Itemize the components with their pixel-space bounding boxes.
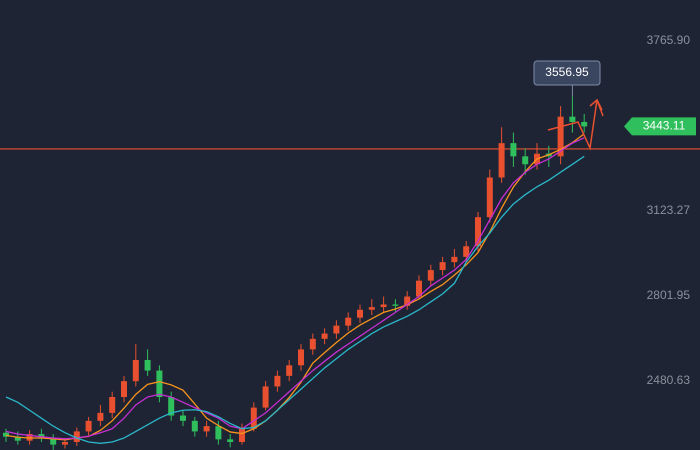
candle-body <box>168 397 175 416</box>
candle-body <box>498 143 505 178</box>
candle-body <box>262 386 269 408</box>
ma-line <box>5 155 585 444</box>
candle-body <box>3 432 9 437</box>
candle-body <box>274 375 281 387</box>
candle-body <box>392 304 399 306</box>
candle-body <box>109 397 116 413</box>
candle-body <box>73 431 80 442</box>
candle-body <box>368 307 375 310</box>
candle-body <box>180 415 186 421</box>
candle-body <box>298 349 304 366</box>
candle-body <box>191 420 198 432</box>
candle-body <box>581 121 588 127</box>
candle-body <box>250 407 257 429</box>
candle-body <box>156 370 163 398</box>
candle-body <box>333 325 340 334</box>
candle-body <box>309 338 316 350</box>
candle-body <box>50 438 57 445</box>
candle-body <box>215 426 222 440</box>
candle-body <box>227 439 234 442</box>
candle-body <box>85 420 92 432</box>
y-tick-label: 3765.90 <box>647 33 691 47</box>
candle-body <box>144 359 151 371</box>
candle-body <box>510 143 517 157</box>
candle-body <box>416 280 422 297</box>
ma-line <box>5 137 585 440</box>
candle-body <box>557 116 564 157</box>
max-callout-box <box>533 60 601 86</box>
candle-body <box>357 309 363 318</box>
candle-body <box>97 412 104 421</box>
candle-body <box>286 365 293 376</box>
arrow-annotation <box>589 98 603 111</box>
candle-body <box>121 381 127 398</box>
candle-body <box>62 441 68 445</box>
candle-body <box>404 296 411 306</box>
candle-body <box>486 177 493 218</box>
candle-body <box>132 359 139 382</box>
candle-body <box>463 246 470 257</box>
candle-body <box>569 116 576 122</box>
y-tick-label: 3123.27 <box>647 203 691 217</box>
y-tick-label: 2801.95 <box>647 288 691 302</box>
price-tag-label: 3443.11 <box>643 119 686 133</box>
candle-body <box>380 304 387 308</box>
candle-body <box>203 426 210 432</box>
candle-body <box>321 333 328 339</box>
candle-body <box>439 262 446 271</box>
candle-body <box>451 256 458 263</box>
candle-body <box>345 317 352 326</box>
candle-body <box>475 217 481 247</box>
candle-body <box>26 434 33 441</box>
y-tick-label: 2480.63 <box>647 373 691 387</box>
candle-body <box>239 428 245 442</box>
candle-body <box>427 270 434 281</box>
price-tag <box>624 117 696 136</box>
candle-body <box>14 436 21 441</box>
candle-body <box>522 156 529 165</box>
max-callout-label: 3556.95 <box>545 65 589 79</box>
candle-body <box>38 434 45 439</box>
